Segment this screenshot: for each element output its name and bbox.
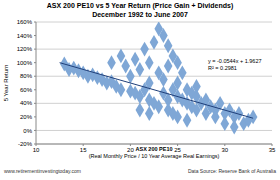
svg-text:60%: 60% [20,87,33,93]
html-text:y = -0.0544x + 1.9627: y = -0.0544x + 1.9627 [208,58,262,64]
html-text:www.retirementinvestingtoday.c: www.retirementinvestingtoday.com [4,168,81,174]
html-text:ASX 200 PE10 vs 5 Year Return: ASX 200 PE10 vs 5 Year Return (Price Gai… [46,2,234,9]
html-text:ASX 200 PE10: ASX 200 PE10 [135,146,173,152]
svg-text:15: 15 [80,147,87,153]
html-text:(Real Monthly Price / 10 Year: (Real Monthly Price / 10 Year Average Re… [88,153,220,159]
svg-text:-20%: -20% [18,141,33,147]
svg-text:40%: 40% [20,100,33,106]
svg-text:0%: 0% [23,128,32,134]
svg-text:35: 35 [269,147,272,153]
svg-text:80%: 80% [20,73,33,79]
svg-text:160%: 160% [17,19,33,25]
svg-text:10: 10 [33,147,40,153]
svg-text:20%: 20% [20,114,33,120]
svg-text:140%: 140% [17,33,33,39]
svg-text:25: 25 [174,147,181,153]
svg-text:30: 30 [221,147,228,153]
svg-text:120%: 120% [17,46,33,52]
html-text:December 1992 to June 2007: December 1992 to June 2007 [92,11,188,18]
svg-text:5 Year Return: 5 Year Return [8,65,9,102]
svg-text:20: 20 [127,147,134,153]
html-text:Data Source: Reserve Bank of A: Data Source: Reserve Bank of Australia [187,168,276,174]
svg-text:100%: 100% [17,60,33,66]
html-text:R² = 0.2981: R² = 0.2981 [208,65,237,71]
